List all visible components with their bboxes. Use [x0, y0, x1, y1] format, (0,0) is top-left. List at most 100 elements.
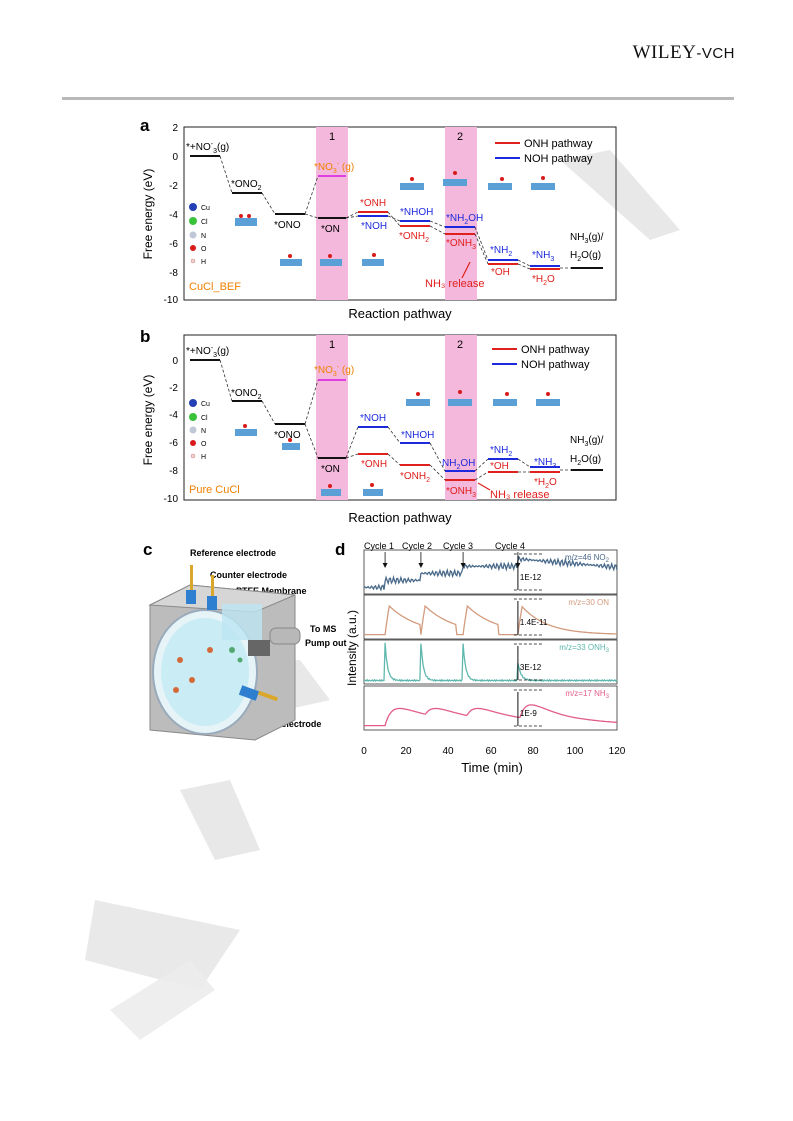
ytick: -6 [169, 239, 178, 250]
xtick: 60 [485, 746, 497, 757]
state-oh: *OH [490, 461, 509, 472]
panel-d-xticks: 0 20 40 60 80 100 120 [361, 746, 626, 757]
state-ono: *ONO [274, 220, 301, 231]
structure-thumbnail [400, 177, 424, 190]
publisher-brand: WILEY-VCH [633, 42, 735, 64]
cycle-labels: Cycle 1 Cycle 2 Cycle 3 Cycle 4 [364, 541, 525, 551]
structure-thumbnail [363, 483, 383, 496]
xtick: 0 [361, 746, 367, 757]
scale-label: 1E-9 [520, 709, 537, 718]
state-no3g: *NO3- (g) [314, 161, 354, 175]
xtick: 20 [400, 746, 412, 757]
subplot-frame [363, 549, 618, 595]
cycle-label: Cycle 4 [495, 541, 525, 551]
structure-thumbnail [448, 390, 472, 406]
pump-out-label: Pump out [305, 638, 347, 648]
cycle-label: Cycle 2 [402, 541, 432, 551]
scale-label: 3E-12 [520, 663, 542, 672]
panel-b-ylabel: Free energy (eV) [141, 375, 155, 466]
atom-label: H [201, 454, 206, 461]
panel-a-catalyst: CuCl_BEF [189, 281, 241, 293]
ytick: -10 [164, 295, 179, 306]
state-nh2oh: NH2OH [442, 458, 475, 471]
panel-b-atom-legend: Cu Cl N O H [189, 399, 210, 461]
ms-trace-line [364, 604, 617, 636]
atom-label: O [201, 246, 207, 253]
state-on: *ON [321, 464, 340, 475]
state-nh2: *NH2 [490, 245, 512, 258]
state-nh2: *NH2 [490, 445, 512, 458]
subplot-frame [363, 594, 618, 640]
legend-noh: NOH pathway [521, 359, 590, 371]
panel-b-state-labels: *+NO-3(g) *ONO2 *ONO *NO3- (g) *ON *NOH … [186, 345, 604, 501]
panel-a-frame [183, 126, 617, 301]
state-product-2: H2O(g) [570, 250, 601, 263]
panel-b-connectors [219, 359, 571, 481]
panel-a-state-labels: *+NO-3(g) *ONO2 *ONO *NO3- (g) *ON *ONH … [186, 141, 604, 290]
panel-b-xlabel: Reaction pathway [348, 510, 452, 525]
structure-thumbnail [488, 177, 512, 190]
atom-label: N [201, 233, 206, 240]
electrochemical-cell-illustration [148, 565, 301, 741]
n-atom-icon [189, 426, 197, 434]
panel-a-connectors [219, 155, 571, 270]
panel-a-atom-legend: Cu Cl N O H [189, 203, 210, 266]
xtick: 100 [567, 746, 584, 757]
panel-a-yticks: 2 0 -2 -4 -6 -8 -10 [164, 123, 179, 306]
ms-trace-label: m/z=33 ONH3 [559, 643, 609, 654]
panel-d-xlabel: Time (min) [461, 760, 523, 775]
panel-a-structures [235, 171, 555, 266]
panel-b: b 1 2 0 -2 -4 -6 -8 -10 Free energy (eV)… [140, 327, 617, 525]
atom-label: Cu [201, 401, 210, 408]
membrane-label: PTFE Membrane [236, 586, 307, 596]
o-atom-icon [190, 245, 196, 251]
cl-atom-icon [189, 413, 197, 421]
panel-d-subplots: m/z=46 NO2 1E-12 m/z=30 ON 1.4E-11 m/z=33 ON… [363, 549, 618, 731]
xtick: 120 [609, 746, 626, 757]
ms-trace-line [363, 555, 618, 592]
atom-label: Cu [201, 205, 210, 212]
brand-suffix: -VCH [696, 45, 735, 62]
atom-label: H [201, 259, 206, 266]
structure-thumbnail [406, 392, 430, 406]
panel-a-letter: a [140, 116, 150, 135]
o-atom-icon [190, 440, 196, 446]
panel-c: c Reference electrode Counter electrode … [143, 540, 347, 741]
structure-thumbnail [282, 438, 300, 450]
panel-a-levels [190, 155, 603, 270]
panel-b-yticks: 0 -2 -4 -6 -8 -10 [164, 356, 179, 505]
state-nh3: *NH3 [534, 457, 556, 470]
ytick: -4 [169, 410, 178, 421]
state-ono2: *ONO2 [231, 388, 262, 401]
panel-b-structures [235, 390, 560, 496]
zone-2-band [445, 127, 477, 300]
structure-thumbnail [531, 176, 555, 190]
zone-2-band [445, 335, 477, 500]
atom-label: O [201, 441, 207, 448]
state-no3g: *NO3- (g) [314, 364, 354, 378]
structure-thumbnail [321, 484, 341, 496]
h-atom-icon [190, 453, 196, 459]
ytick: -4 [169, 210, 178, 221]
zone-2-label: 2 [457, 339, 463, 351]
to-ms-label: To MS [310, 624, 336, 634]
state-h2o: *H2O [534, 477, 557, 490]
cu-atom-icon [189, 399, 197, 407]
ytick: 2 [172, 123, 178, 134]
state-onh3: *ONH3 [446, 238, 476, 251]
zone-1-band [316, 127, 348, 300]
state-nhoh: *NHOH [400, 207, 433, 218]
scale-label: 1E-12 [520, 573, 542, 582]
header-rule [62, 97, 734, 100]
legend-noh: NOH pathway [524, 153, 593, 165]
state-oh: *OH [491, 267, 510, 278]
ms-trace-line [364, 704, 618, 727]
state-onh: *ONH [360, 198, 386, 209]
panel-b-levels [190, 359, 603, 481]
ytick: -2 [169, 181, 178, 192]
panel-b-letter: b [140, 327, 150, 346]
panel-d-ylabel: Intensity (a.u.) [345, 610, 359, 686]
n-atom-icon [189, 231, 197, 239]
zone-2-label: 2 [457, 131, 463, 143]
